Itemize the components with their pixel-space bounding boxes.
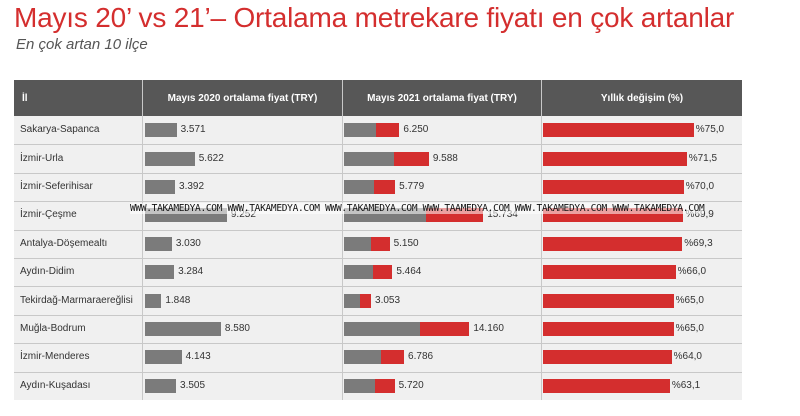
bar-2021-increase <box>419 322 470 336</box>
bar-2020 <box>145 322 221 336</box>
row-divider <box>14 258 742 259</box>
bar-2020 <box>145 180 176 194</box>
bar-2021-base <box>344 236 371 251</box>
value-2020: 1.848 <box>165 294 191 306</box>
value-change: %69,3 <box>684 237 713 249</box>
bar-2021-base <box>344 180 375 194</box>
row-label: Antalya-Döşemealtı <box>20 237 108 249</box>
value-2021: 3.053 <box>375 294 401 306</box>
bar-2021-base <box>344 151 394 166</box>
value-2021: 5.779 <box>399 181 425 192</box>
page-subtitle: En çok artan 10 ilçe <box>16 36 148 53</box>
value-2020: 3.505 <box>180 379 206 391</box>
bar-2021-base <box>344 293 361 308</box>
watermark: WWW.TAKAMEDYA.COM WWW.TAKAMEDYA.COM WWW.… <box>130 203 705 214</box>
bar-2021-increase <box>375 123 400 138</box>
bar-change <box>543 293 674 308</box>
value-2021: 6.250 <box>403 124 429 136</box>
bar-2021-increase <box>370 236 390 251</box>
column-divider <box>142 80 143 400</box>
value-2021: 6.786 <box>408 351 434 363</box>
row-divider <box>14 315 742 316</box>
bar-2021-increase <box>373 265 393 280</box>
bar-change <box>543 151 687 166</box>
value-change: %69,9 <box>685 209 714 221</box>
header-change: Yıllık değişim (%) <box>542 80 742 116</box>
bar-2021-base <box>344 378 376 393</box>
value-2021: 5.150 <box>393 237 419 249</box>
value-2020: 5.622 <box>198 152 224 164</box>
value-2021: 5.720 <box>398 379 424 391</box>
value-2020: 3.392 <box>179 181 205 192</box>
value-2020: 3.571 <box>180 124 206 136</box>
bar-change <box>543 350 672 365</box>
value-2020: 4.143 <box>185 351 211 363</box>
bar-2021-base <box>344 265 374 280</box>
bar-change <box>543 378 670 393</box>
row-divider <box>14 144 742 145</box>
row-divider <box>14 230 742 231</box>
header-2020: Mayıs 2020 ortalama fiyat (TRY) <box>143 80 342 116</box>
row-divider <box>14 286 742 287</box>
row-label: İzmir-Seferihisar <box>20 181 93 192</box>
bar-change <box>543 123 694 138</box>
row-label: Tekirdağ-Marmaraereğlisi <box>20 294 133 306</box>
bar-change <box>543 265 676 280</box>
bar-2021-increase <box>360 293 371 308</box>
row-divider <box>14 343 742 344</box>
value-2021: 5.464 <box>396 266 422 278</box>
value-change: %66,0 <box>677 266 707 278</box>
value-change: %65,0 <box>675 294 704 306</box>
value-2020: 3.284 <box>178 266 204 278</box>
bar-2020 <box>145 265 175 280</box>
bar-2021-increase <box>375 378 395 393</box>
bar-change <box>543 180 684 194</box>
bar-2021-increase <box>393 151 429 166</box>
value-change: %70,0 <box>685 181 715 192</box>
bar-2021-base <box>344 322 420 336</box>
value-change: %71,5 <box>688 152 718 164</box>
bar-2020 <box>145 293 162 308</box>
value-2020: 9.252 <box>230 209 256 221</box>
bar-2020 <box>145 378 177 393</box>
value-change: %63,1 <box>671 379 701 391</box>
bar-2021-increase <box>374 180 396 194</box>
row-label: İzmir-Urla <box>20 152 64 164</box>
bar-2021-base <box>344 350 381 365</box>
header-il: İl <box>14 80 142 116</box>
bar-2020 <box>145 350 182 365</box>
column-divider <box>541 80 542 400</box>
bar-2020 <box>145 123 177 138</box>
value-2020: 3.030 <box>175 237 201 249</box>
row-divider <box>14 201 742 202</box>
value-2021: 15.734 <box>487 209 518 221</box>
bar-2021-increase <box>380 350 405 365</box>
bar-2020 <box>145 236 172 251</box>
value-change: %64,0 <box>673 351 702 363</box>
value-change: %75,0 <box>695 124 725 136</box>
value-2020: 8.580 <box>224 323 250 334</box>
row-label: İzmir-Menderes <box>20 351 90 363</box>
column-divider <box>342 80 343 400</box>
row-label: Aydın-Kuşadası <box>20 379 91 391</box>
row-label: Sakarya-Sapanca <box>20 124 100 136</box>
row-divider <box>14 372 742 373</box>
bar-change <box>543 322 674 336</box>
bar-2020 <box>145 151 195 166</box>
value-2021: 14.160 <box>473 323 504 334</box>
row-label: Muğla-Bodrum <box>20 323 86 334</box>
bar-2021-base <box>344 123 376 138</box>
row-divider <box>14 173 742 174</box>
row-label: Aydın-Didim <box>20 266 75 278</box>
value-change: %65,0 <box>675 323 704 334</box>
row-label: İzmir-Çeşme <box>20 209 77 221</box>
value-2021: 9.588 <box>432 152 458 164</box>
bar-change <box>543 236 683 251</box>
page-title: Mayıs 20’ vs 21’– Ortalama metrekare fiy… <box>14 2 735 33</box>
header-2021: Mayıs 2021 ortalama fiyat (TRY) <box>343 80 541 116</box>
